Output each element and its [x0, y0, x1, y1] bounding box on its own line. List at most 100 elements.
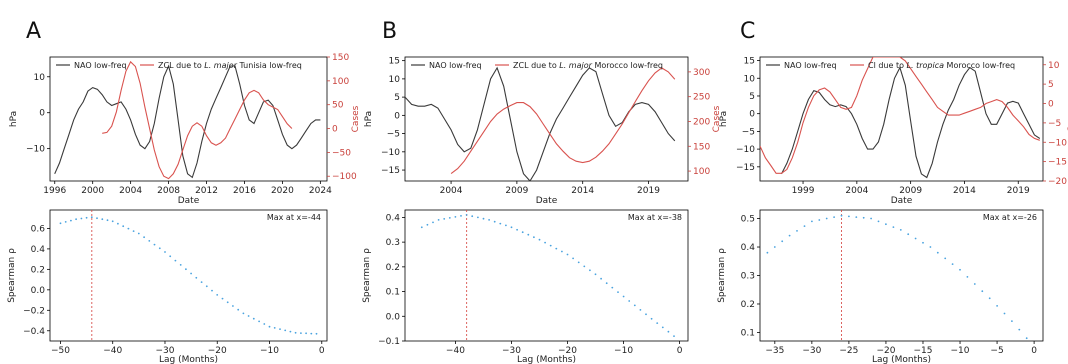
correlation-point [179, 264, 182, 266]
correlation-point [981, 290, 984, 293]
x-tick-label: −10 [951, 346, 970, 356]
correlation-point [766, 251, 769, 254]
x-tick-label: 2014 [571, 186, 594, 196]
correlation-point [773, 246, 776, 248]
x-axis-label: Lag (Months) [872, 355, 931, 364]
x-tick-label: 2004 [440, 186, 463, 196]
correlation-point [273, 327, 276, 329]
correlation-point [855, 216, 858, 219]
x-axis-label: Date [891, 196, 913, 206]
legend: NAO low-freq Cl due to L. tropica Morocco… [766, 61, 1015, 70]
plot-frame [404, 56, 689, 182]
y-tick-label-right: 5 [1048, 80, 1054, 90]
correlation-point [465, 214, 468, 216]
correlation-point [169, 255, 172, 258]
correlation-point [263, 323, 266, 325]
correlation-point [106, 219, 109, 222]
timeseries-plot: 2004 2009 2014 2019 Date −15 −10 −5 0 5 10 15 hPa 100… [364, 56, 722, 206]
legend-entry: NAO low-freq [429, 61, 482, 70]
correlation-point [661, 326, 664, 329]
correlation-point [922, 241, 924, 244]
correlation-point [279, 328, 281, 330]
correlation-point [951, 263, 954, 265]
correlation-point [605, 282, 608, 285]
correlation-point [892, 226, 895, 229]
correlation-point [111, 220, 114, 223]
legend-entry: ZCL due to L. major Tunisia low-freq [158, 61, 302, 70]
correlation-point [650, 317, 653, 320]
correlation-point [477, 216, 479, 219]
timeseries-plot: 1999 2004 2009 2014 2019 Date −15 −10 −5 0 5 10 15 hP… [719, 57, 1068, 206]
y-tick-label-right: −50 [332, 148, 351, 158]
x-tick-label: 2020 [271, 186, 294, 196]
lag-correlation-plot: −50 −40 −30 −20 −10 0 Lag (Months) −0.4 −0.2 0.0 0… [7, 209, 328, 364]
correlation-curve [766, 214, 1028, 340]
correlation-point [572, 257, 574, 260]
correlation-point [862, 216, 865, 219]
correlation-point [426, 223, 429, 226]
correlation-point [448, 217, 451, 219]
x-tick-label: 0 [1031, 346, 1037, 356]
correlation-point [64, 221, 67, 223]
max-annotation: Max at x=-26 [983, 213, 1037, 222]
y-tick-label-left: −10 [736, 145, 755, 155]
correlation-point [482, 217, 485, 220]
y-tick-label-left: 10 [744, 74, 756, 84]
correlation-point [561, 250, 563, 253]
y-tick-label-left: −15 [736, 163, 755, 173]
correlation-point [566, 253, 569, 256]
legend-entry: NAO low-freq [74, 61, 127, 70]
y-tick-label: 0.3 [741, 272, 755, 282]
correlation-point [143, 236, 146, 239]
correlation-point [300, 332, 302, 334]
x-tick-label: −20 [208, 346, 227, 356]
y-tick-label: −0.4 [23, 327, 45, 337]
correlation-point [885, 223, 887, 226]
x-axis-label: Lag (Months) [517, 355, 576, 364]
nao-series-line [405, 66, 676, 181]
correlation-point [247, 315, 250, 317]
max-annotation: Max at x=-38 [628, 213, 682, 222]
y-tick-label-left: −10 [381, 148, 400, 158]
x-tick-label: 0 [319, 346, 325, 356]
correlation-point [510, 226, 513, 229]
x-tick-label: 2019 [1007, 186, 1030, 196]
y-tick-label-left: 15 [744, 57, 755, 67]
correlation-point [611, 286, 614, 289]
correlation-point [242, 312, 245, 315]
correlation-point [226, 301, 229, 304]
correlation-point [639, 309, 642, 311]
y-tick-label-right: 0 [1048, 100, 1054, 110]
correlation-point [454, 216, 457, 218]
y-tick-label: −0.2 [23, 306, 45, 316]
y-tick-label-right: 50 [332, 101, 344, 111]
y-tick-label: 0.1 [386, 288, 400, 298]
correlation-point [211, 289, 213, 292]
correlation-point [583, 265, 586, 268]
correlation-point [232, 305, 234, 307]
y-tick-label: 0.3 [386, 238, 400, 248]
y-tick-label-right: 300 [693, 68, 710, 78]
correlation-point [216, 294, 219, 296]
y-tick-label-right: −20 [1048, 177, 1067, 187]
panel-letter: A [26, 19, 41, 44]
correlation-point [577, 261, 580, 264]
correlation-point [781, 240, 784, 243]
correlation-point [420, 226, 423, 229]
legend: NAO low-freq ZCL due to L. major Morocco … [411, 61, 663, 70]
y-axis-label-right: Cases [712, 105, 722, 132]
nao-series-line [54, 64, 321, 179]
correlation-point [153, 243, 156, 246]
cases-series-line [102, 60, 293, 180]
correlation-point [85, 216, 88, 219]
correlation-point [645, 313, 647, 316]
correlation-point [966, 276, 969, 278]
y-tick-label-right: 150 [332, 53, 349, 63]
x-tick-label: 2019 [637, 186, 660, 196]
y-tick-label-right: 10 [1048, 61, 1060, 71]
y-tick-label-left: 15 [389, 57, 400, 67]
x-tick-label: 1996 [43, 186, 66, 196]
correlation-point [122, 225, 125, 228]
correlation-curve [59, 216, 318, 335]
